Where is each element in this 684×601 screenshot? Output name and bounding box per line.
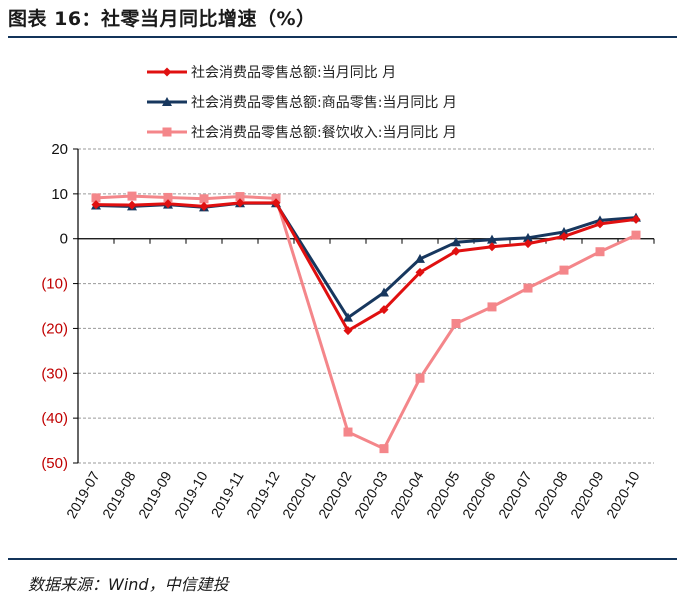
legend-marker [162, 127, 172, 137]
x-tick-label: 2020-07 [495, 468, 535, 521]
data-point [559, 226, 569, 236]
figure-title: 图表 16：社零当月同比增速（%） [8, 8, 316, 30]
data-point [163, 199, 173, 209]
y-tick-label: 10 [51, 186, 68, 203]
legend-label: 社会消费品零售总额:餐饮收入:当月同比 月 [191, 125, 457, 141]
data-point [523, 239, 533, 249]
data-point [235, 198, 245, 208]
data-point [127, 200, 137, 210]
x-tick-label: 2019-08 [99, 468, 139, 521]
series-triangle [91, 198, 641, 322]
data-point [559, 265, 569, 275]
legend-marker [162, 97, 172, 106]
data-point [487, 234, 497, 244]
data-point [379, 287, 389, 297]
y-axis-ticks: 20 10 0 (10) (20) (30) (40) (50) [41, 141, 68, 472]
x-tick-label: 2019-09 [135, 468, 175, 521]
data-point [631, 214, 641, 224]
data-point [631, 230, 641, 240]
x-tick-label: 2020-01 [279, 468, 319, 521]
series-diamond [91, 198, 641, 336]
x-tick-label: 2019-12 [243, 468, 283, 521]
data-point [199, 201, 209, 211]
x-tick-label: 2019-07 [63, 468, 103, 521]
x-tick-label: 2020-05 [423, 468, 463, 521]
data-point [343, 326, 353, 336]
data-point [415, 267, 425, 277]
data-point [487, 242, 497, 252]
data-point [523, 232, 533, 242]
y-tick-label: (40) [41, 410, 68, 427]
y-tick-label: 20 [51, 141, 68, 158]
data-point [379, 305, 389, 315]
y-tick-label: (50) [41, 455, 68, 472]
data-point [415, 373, 425, 383]
data-point [235, 192, 245, 202]
data-point [595, 219, 605, 229]
data-point [595, 247, 605, 257]
series-line [95, 201, 637, 333]
x-tick-label: 2020-03 [351, 468, 391, 521]
data-point [487, 302, 497, 312]
legend-label: 社会消费品零售总额:当月同比 月 [191, 65, 396, 81]
data-point [415, 253, 425, 263]
legend-label: 社会消费品零售总额:商品零售:当月同比 月 [191, 95, 457, 111]
x-tick-label: 2020-02 [315, 468, 355, 521]
x-tick-label: 2020-10 [603, 468, 643, 521]
data-point [451, 318, 461, 328]
data-source-note: 数据来源：Wind，中信建投 [28, 575, 229, 594]
x-tick-label: 2020-08 [531, 468, 571, 521]
top-divider [8, 36, 677, 38]
data-point [523, 283, 533, 293]
series-line [95, 201, 637, 320]
y-tick-label: (10) [41, 276, 68, 293]
data-point [271, 198, 281, 208]
data-point [91, 200, 101, 210]
data-point [451, 246, 461, 256]
chart-grid [78, 148, 654, 464]
x-tick-label: 2019-11 [208, 468, 247, 520]
chart-series [91, 191, 641, 454]
x-tick-label: 2020-06 [459, 468, 499, 521]
data-point [199, 194, 209, 204]
series-square [91, 191, 641, 454]
x-tick-label: 2020-04 [387, 468, 427, 521]
x-tick-label: 2019-10 [171, 468, 211, 521]
legend-marker [162, 67, 172, 77]
y-tick-label: (30) [41, 365, 68, 382]
data-point [343, 427, 353, 437]
x-tick-label: 2020-09 [567, 468, 607, 521]
y-tick-label: 0 [60, 231, 68, 248]
bottom-divider [8, 558, 677, 560]
data-point [91, 193, 101, 203]
x-axis-ticks: 2019-072019-082019-092019-102019-112019-… [63, 468, 643, 521]
data-point [343, 312, 353, 322]
data-point [451, 237, 461, 247]
data-point [559, 231, 569, 241]
data-point [127, 191, 137, 201]
y-tick-label: (20) [41, 320, 68, 337]
data-point [163, 192, 173, 202]
data-point [379, 444, 389, 454]
